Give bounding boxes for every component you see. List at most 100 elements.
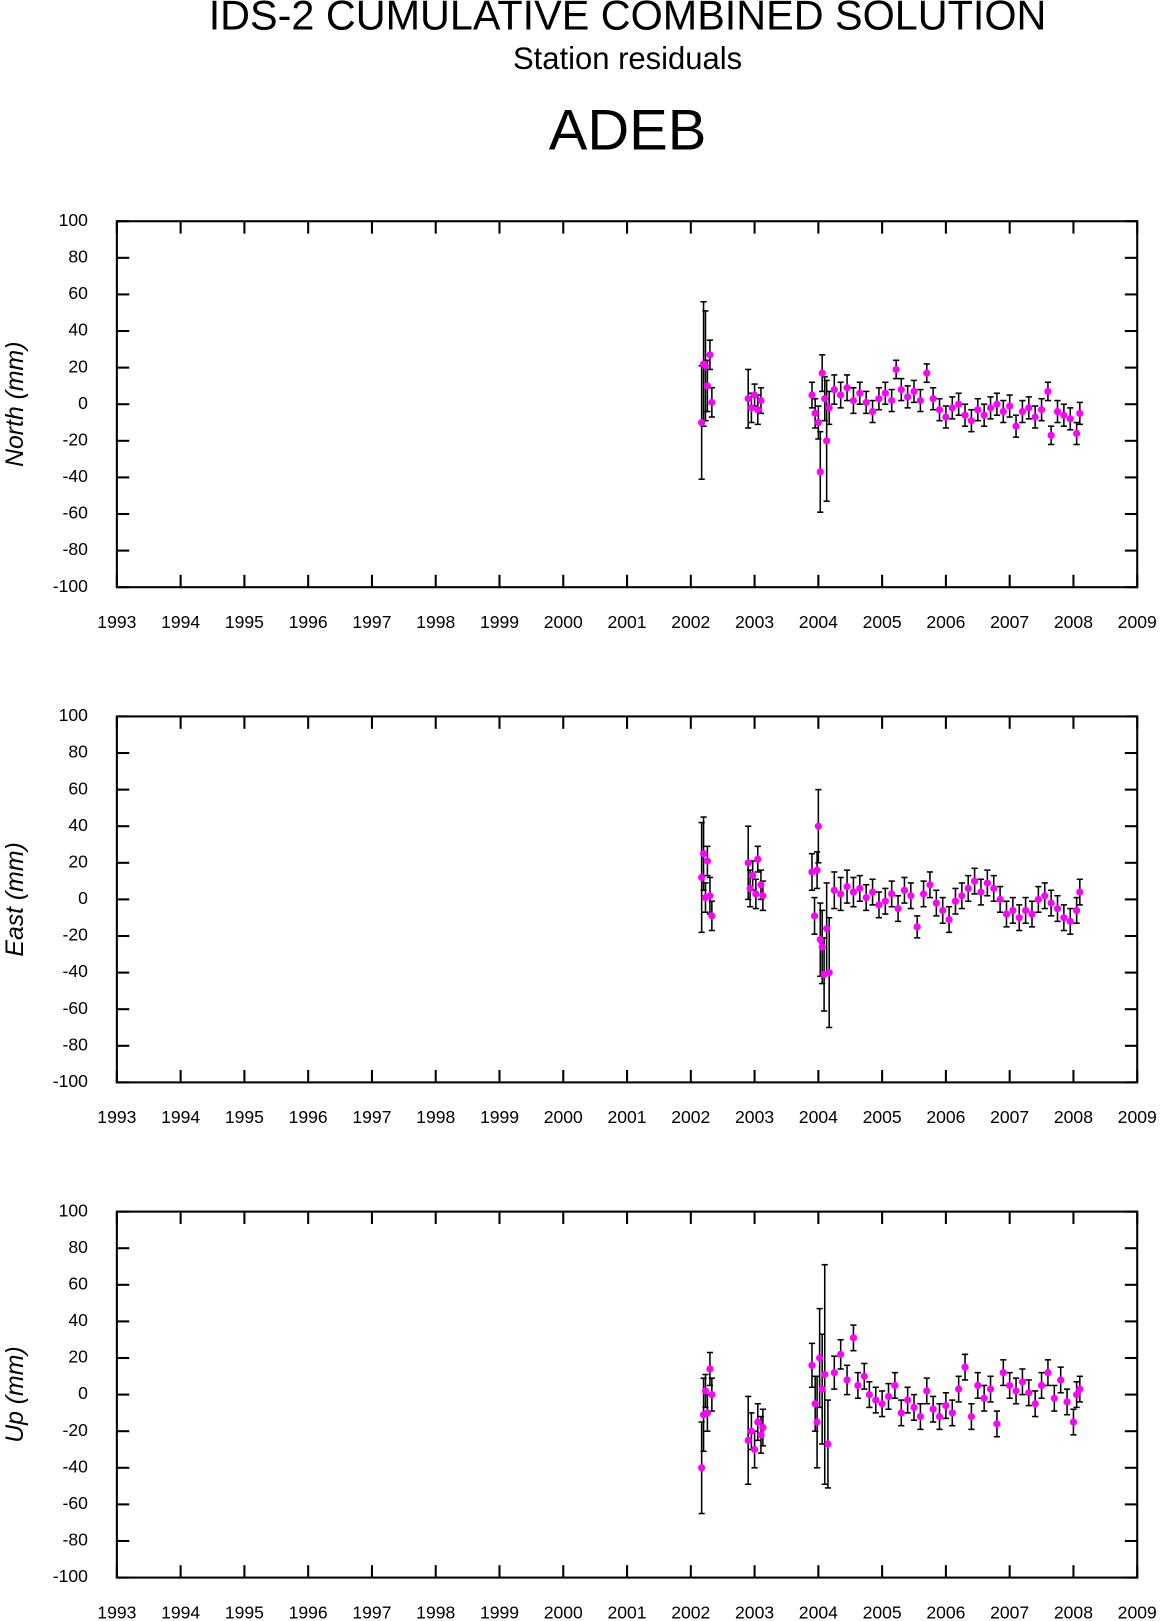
data-point [888, 396, 896, 405]
data-point [967, 417, 976, 425]
x-tick-label: 2003 [735, 1602, 774, 1621]
data-point [900, 886, 909, 894]
data-point [749, 872, 757, 880]
y-axis-label: North (mm) [2, 342, 29, 467]
data-point [888, 890, 896, 898]
x-tick-label: 2006 [926, 1602, 965, 1621]
data-point [970, 877, 979, 885]
data-point [1041, 892, 1049, 900]
data-point [849, 1334, 858, 1342]
x-tick-label: 2007 [990, 1602, 1029, 1621]
data-point [1021, 906, 1030, 915]
x-tick-label: 2002 [671, 1107, 710, 1127]
data-point [1012, 422, 1020, 430]
data-point [824, 1440, 832, 1448]
data-point [897, 1409, 905, 1417]
data-point [757, 1431, 765, 1439]
data-point [808, 1361, 816, 1369]
data-point [919, 890, 928, 898]
x-tick-label: 2008 [1054, 612, 1093, 632]
data-point [862, 893, 870, 902]
data-point [955, 1385, 963, 1393]
data-point [955, 400, 963, 408]
data-point [1031, 1400, 1039, 1408]
y-tick-label: -80 [63, 1034, 89, 1054]
y-tick-label: 60 [68, 283, 88, 303]
x-tick-label: 2007 [990, 612, 1029, 632]
data-point [843, 384, 851, 392]
x-tick-label: 2002 [671, 1602, 710, 1621]
data-point [1073, 1390, 1081, 1399]
data-point [1018, 407, 1027, 416]
y-tick-label: -100 [53, 576, 88, 596]
data-point [1028, 910, 1036, 918]
y-tick-label: 100 [59, 210, 89, 230]
data-point [821, 395, 829, 403]
data-point [926, 881, 934, 889]
data-point [843, 1376, 851, 1384]
x-tick-label: 2000 [544, 612, 583, 632]
x-tick-label: 1993 [97, 1107, 136, 1127]
data-point [703, 1409, 712, 1417]
x-tick-label: 2008 [1054, 1107, 1093, 1127]
data-point [825, 404, 833, 412]
x-tick-label: 2005 [863, 612, 902, 632]
y-tick-label: -20 [63, 429, 89, 449]
data-point [830, 886, 838, 894]
data-point [923, 1387, 931, 1395]
x-tick-label: 1996 [289, 1602, 328, 1621]
y-tick-label: 100 [59, 1200, 89, 1220]
data-point [837, 890, 845, 898]
data-point [813, 866, 821, 874]
x-tick-label: 2004 [799, 1107, 838, 1127]
data-point [929, 1405, 937, 1413]
x-tick-label: 2005 [863, 1602, 902, 1621]
data-point [964, 884, 972, 893]
x-tick-label: 2006 [926, 1107, 965, 1127]
x-tick-label: 2001 [607, 1107, 646, 1127]
y-tick-label: 0 [78, 888, 88, 908]
x-tick-label: 1997 [352, 1602, 391, 1621]
data-point [698, 873, 706, 882]
data-point [942, 1401, 950, 1410]
y-tick-label: 80 [68, 246, 88, 266]
data-point [1025, 404, 1033, 412]
data-point [750, 1445, 759, 1454]
y-tick-label: 20 [68, 1347, 88, 1367]
x-tick-label: 2003 [735, 612, 774, 632]
panel: 1993 1994 1995 1996 1997 1998 1999 2000 2001 2002… [2, 705, 1157, 1127]
y-tick-label: -40 [63, 466, 89, 486]
data-point [884, 1392, 893, 1401]
x-tick-label: 2007 [990, 1107, 1029, 1127]
data-point [1050, 1394, 1058, 1402]
y-tick-label: 80 [68, 1237, 88, 1257]
data-point [986, 404, 995, 412]
data-point [856, 884, 864, 893]
data-point [990, 884, 998, 893]
x-tick-label: 1999 [480, 1107, 519, 1127]
data-point [830, 1369, 838, 1377]
x-tick-label: 2001 [607, 612, 646, 632]
data-point [701, 362, 710, 370]
x-tick-label: 2006 [926, 612, 965, 632]
data-point [1076, 888, 1084, 896]
data-point [825, 968, 833, 977]
data-point [1057, 1376, 1065, 1384]
data-point [974, 406, 982, 414]
data-point [929, 395, 937, 403]
data-point [942, 413, 950, 421]
x-tick-label: 2003 [735, 1107, 774, 1127]
data-point [703, 857, 712, 865]
data-point [986, 1385, 995, 1393]
data-point [1053, 904, 1062, 913]
x-tick-label: 2000 [544, 1602, 583, 1621]
y-tick-label: -60 [63, 1493, 89, 1513]
y-tick-label: -100 [53, 1566, 88, 1586]
data-point [1002, 910, 1011, 918]
data-point [996, 895, 1004, 904]
data-point [958, 892, 966, 900]
y-tick-label: -80 [63, 539, 89, 559]
y-tick-label: -100 [53, 1071, 88, 1091]
data-point [875, 395, 883, 403]
